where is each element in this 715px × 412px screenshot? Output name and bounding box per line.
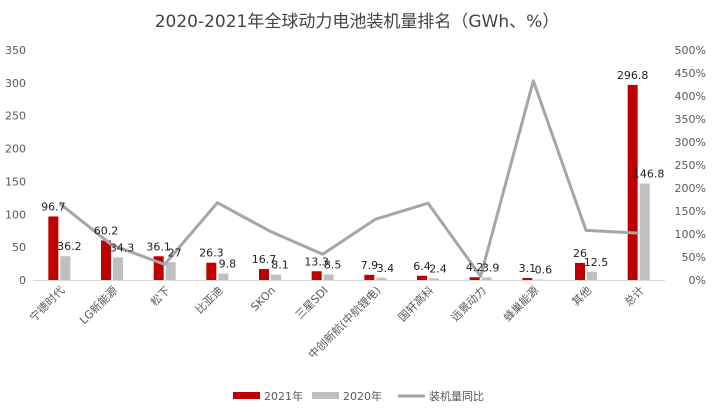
- label-2021: 26: [573, 247, 587, 260]
- bar-2020: [271, 274, 281, 280]
- right-tick-label: 450%: [675, 67, 706, 80]
- chart-title: 2020-2021年全球动力电池装机量排名（GWh、%）: [155, 12, 560, 32]
- label-2020: 2.4: [429, 262, 447, 275]
- right-tick-label: 400%: [675, 90, 706, 103]
- data-labels: 96.7 36.2 60.2 34.3 36.127 26.39.8 16.78.1 13.3…: [41, 69, 664, 277]
- bar-2020: [113, 257, 123, 280]
- legend-swatch-2020: [312, 392, 339, 399]
- label-2020: 3.9: [482, 261, 500, 274]
- bar-2021: [206, 262, 217, 280]
- legend-swatch-2021: [233, 392, 260, 399]
- legend: 2021年 2020年 装机量同比: [233, 389, 484, 403]
- category-label: 国轩高科: [395, 283, 436, 324]
- bar-2021: [469, 277, 480, 280]
- label-2020: 34.3: [110, 241, 135, 254]
- bar-2020: [481, 277, 492, 280]
- yoy-line: [58, 79, 639, 278]
- bar-2020: [376, 277, 387, 280]
- left-tick-label: 300: [5, 77, 26, 90]
- label-2020: 0.6: [535, 264, 553, 277]
- left-tick-label: 0: [19, 274, 26, 287]
- right-tick-label: 150%: [675, 205, 706, 218]
- bar-2020: [323, 274, 334, 280]
- bar-2021: [101, 240, 111, 280]
- label-2021: 96.7: [41, 200, 66, 213]
- category-label: 总计: [621, 283, 646, 308]
- label-2021: 3.1: [519, 262, 537, 275]
- right-tick-label: 100%: [675, 228, 706, 241]
- label-2020: 36.2: [57, 240, 82, 253]
- label-2020: 3.4: [377, 262, 395, 275]
- label-2021: 16.7: [252, 253, 277, 266]
- bar-2021: [627, 84, 638, 281]
- bar-2020: [587, 271, 597, 280]
- category-label: LG新能源: [77, 283, 121, 327]
- label-2021: 6.4: [413, 260, 431, 273]
- legend-label: 2021年: [264, 389, 303, 403]
- right-tick-label: 250%: [675, 159, 706, 172]
- label-2020: 8.1: [271, 259, 289, 272]
- left-tick-label: 100: [5, 208, 26, 221]
- category-label: 其他: [569, 284, 594, 309]
- category-label: 宁德时代: [26, 283, 67, 324]
- bar-2021: [575, 262, 585, 280]
- legend-label: 2020年: [343, 389, 382, 403]
- bar-2021: [153, 256, 164, 280]
- left-tick-label: 350: [5, 44, 26, 57]
- label-2021: 296.8: [617, 69, 649, 82]
- bars: [48, 84, 650, 281]
- label-2020: 12.5: [584, 256, 609, 269]
- bar-2021: [522, 277, 533, 280]
- category-label: 三星SDI: [293, 284, 331, 322]
- bar-2021: [417, 275, 427, 280]
- label-2021: 26.3: [199, 247, 224, 260]
- left-axis: 0 50 100 150 200 250 300 350: [5, 44, 665, 287]
- label-2021: 13.3: [304, 255, 329, 268]
- right-tick-label: 350%: [675, 113, 706, 126]
- label-2020: 146.8: [633, 168, 665, 181]
- bar-2020: [60, 256, 71, 280]
- category-label: 远景动力: [448, 284, 488, 324]
- bar-2020: [639, 183, 650, 280]
- label-2021: 36.1: [146, 240, 171, 253]
- right-tick-label: 300%: [675, 136, 706, 149]
- category-label: 蜂巢能源: [500, 283, 541, 324]
- bar-2021: [311, 271, 322, 280]
- label-2021: 7.9: [361, 259, 379, 272]
- category-label: 松下: [147, 283, 172, 308]
- category-label: 比亚迪: [193, 284, 226, 317]
- right-axis: 0% 50% 100% 150% 200% 250% 300% 350% 400% 450% 500…: [675, 44, 706, 287]
- bar-2021: [48, 216, 59, 280]
- label-2020: 27: [168, 246, 182, 259]
- right-tick-label: 0%: [689, 274, 706, 287]
- bar-2021: [259, 269, 269, 280]
- right-tick-label: 200%: [675, 182, 706, 195]
- label-2020: 9.8: [219, 258, 237, 271]
- right-tick-label: 50%: [682, 251, 706, 264]
- bar-2020: [218, 273, 229, 280]
- label-2020: 8.5: [324, 258, 342, 271]
- left-tick-label: 150: [5, 175, 26, 188]
- legend-label: 装机量同比: [429, 389, 484, 403]
- bar-2021: [364, 274, 375, 280]
- label-2021: 60.2: [94, 224, 119, 237]
- bar-2020: [165, 262, 176, 280]
- left-tick-label: 200: [5, 143, 26, 156]
- left-tick-label: 250: [5, 110, 26, 123]
- bar-2020: [429, 278, 439, 280]
- category-label: SKOn: [248, 284, 278, 314]
- yoy-line-path: [58, 79, 639, 278]
- right-tick-label: 500%: [675, 44, 706, 57]
- label-2021: 4.2: [466, 261, 484, 274]
- left-tick-label: 50: [12, 241, 26, 254]
